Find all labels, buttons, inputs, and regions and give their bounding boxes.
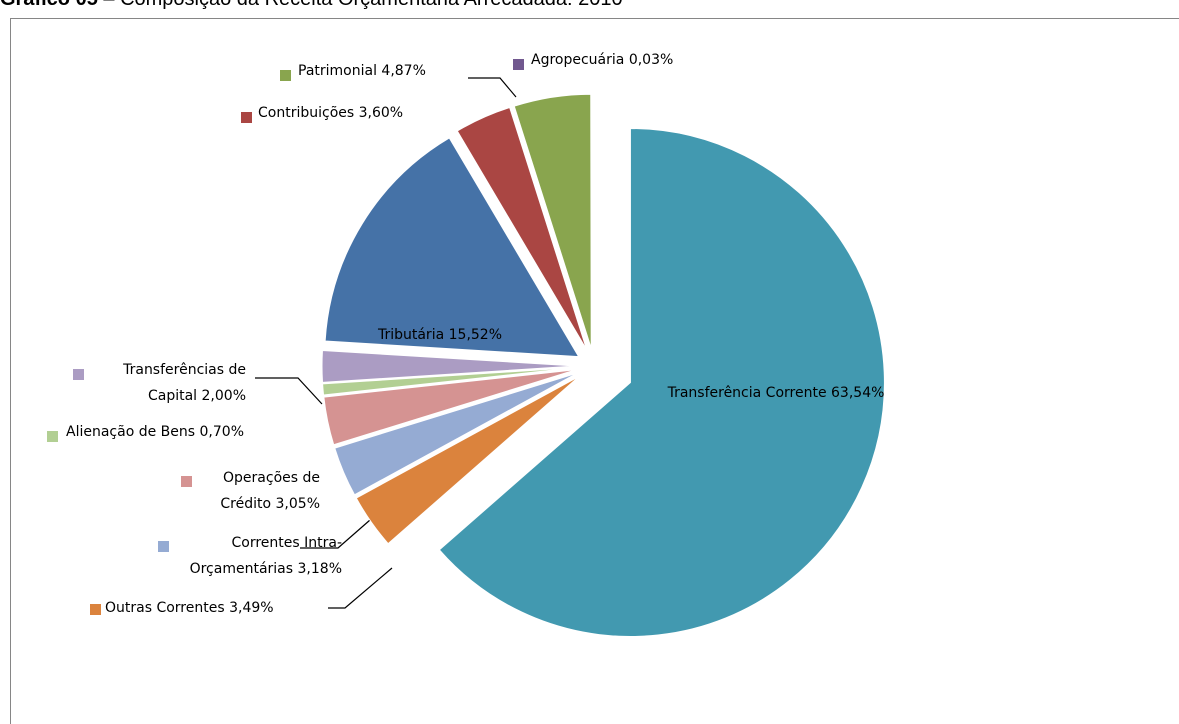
leader-lines — [255, 77, 517, 609]
slice-category: Operações de Crédito — [220, 470, 320, 512]
pie-slice — [456, 106, 588, 350]
chart-title: – Composição da Receita Orçamentária Arr… — [103, 0, 622, 10]
leader-line — [255, 377, 323, 405]
pie-slice — [323, 369, 577, 446]
slice-value-label: 3,18% — [297, 561, 342, 577]
legend-swatch — [158, 541, 169, 552]
pie-slice — [513, 93, 592, 349]
slice-category: Transferências de Capital — [123, 362, 246, 404]
slice-value-label: 3,60% — [358, 105, 404, 121]
slice-category: Transferência Corrente — [667, 385, 827, 401]
legend-swatch — [47, 431, 58, 442]
legend-swatch — [181, 476, 192, 487]
slice-label: Patrimonial 4,87% — [298, 58, 498, 84]
slice-value-label: 3,05% — [275, 496, 320, 512]
slice-value-label: 2,00% — [201, 388, 246, 404]
slice-category: Alienação de Bens — [66, 424, 196, 440]
slice-category: Patrimonial — [298, 63, 377, 79]
slice-label: Tributária 15,52% — [340, 322, 540, 348]
legend-swatch — [90, 604, 101, 615]
pie-slice — [324, 137, 580, 358]
slice-label: Outras Correntes 3,49% — [105, 595, 345, 621]
pie-slice — [321, 349, 577, 383]
legend-swatch — [241, 112, 252, 123]
legend-swatch — [280, 70, 291, 81]
slice-category: Outras Correntes — [105, 600, 225, 616]
slice-value-label: 0,03% — [628, 52, 674, 68]
slice-label: Transferência Corrente 63,54% — [656, 380, 896, 406]
slice-value-label: 63,54% — [831, 385, 885, 401]
legend-swatch — [513, 59, 524, 70]
pie-slice — [334, 372, 578, 496]
leader-line — [328, 567, 393, 609]
slice-category: Agropecuária — [531, 52, 625, 68]
leader-line — [300, 519, 371, 549]
slice-value-label: 15,52% — [448, 327, 503, 343]
slice-value-label: 3,49% — [229, 600, 274, 616]
legend-swatch — [73, 369, 84, 380]
slice-label: Correntes Intra-Orçamentárias 3,18% — [170, 530, 342, 582]
slice-label: Agropecuária 0,03% — [531, 47, 731, 73]
slice-label: Alienação de Bens 0,70% — [66, 419, 296, 445]
slice-category: Correntes Intra-Orçamentárias — [189, 535, 342, 577]
figure-label: Gráfico 05 — [0, 0, 98, 10]
title: Gráfico 05 – Composição da Receita Orçam… — [0, 0, 623, 11]
pie-slice — [322, 367, 577, 396]
slice-label: Transferências de Capital 2,00% — [86, 357, 246, 409]
slice-category: Contribuições — [258, 105, 355, 121]
pie-slice — [355, 375, 580, 545]
slice-label: Operações de Crédito 3,05% — [190, 465, 320, 517]
slice-label: Contribuições 3,60% — [258, 100, 458, 126]
pie-slice — [438, 128, 885, 637]
slice-category: Tributária — [377, 327, 445, 343]
leader-line — [468, 77, 517, 98]
slice-value-label: 4,87% — [381, 63, 426, 79]
slice-value-label: 0,70% — [199, 424, 244, 440]
